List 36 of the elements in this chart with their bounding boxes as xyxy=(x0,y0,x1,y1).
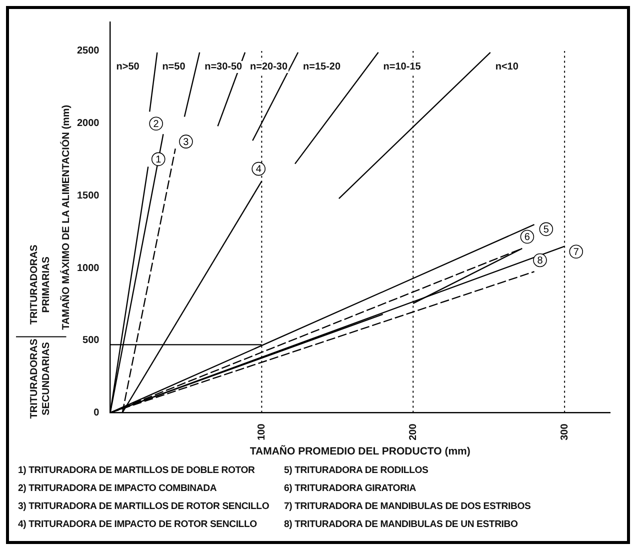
text: 5) TRITURADORA DE RODILLOS xyxy=(284,464,430,478)
text: 8) TRITURADORA DE MANDIBULAS DE UN ESTRIBO xyxy=(284,518,519,532)
series-label: 3 xyxy=(183,136,190,148)
text: 4) TRITURADORA DE IMPACTO DE ROTOR SENCILLO xyxy=(18,518,258,532)
series-label: 7 xyxy=(573,246,580,258)
annotation: n>50 xyxy=(116,62,140,73)
y-tick-label: 1500 xyxy=(76,190,100,202)
y-tick-label: 2500 xyxy=(76,46,100,57)
series-label: 6 xyxy=(524,232,530,244)
annotation: n<10 xyxy=(495,62,519,73)
y-tick-label: 0 xyxy=(94,407,100,418)
text: 7) TRITURADORA DE MANDIBULAS DE DOS ESTRIBOS xyxy=(284,500,532,514)
y-tick-label: 500 xyxy=(82,335,100,346)
series-label: 2 xyxy=(153,118,160,130)
annotation: n=30-50 xyxy=(204,62,243,73)
y-tick-label: 2000 xyxy=(76,118,100,130)
x-axis-title: TAMAÑO PROMEDIO DEL PRODUCTO (mm) xyxy=(250,444,470,458)
y-axis-title: TAMAÑO MÁXIMO DE LA ALIMENTACIÓN (mm) xyxy=(60,104,72,330)
series-label: 8 xyxy=(537,255,544,266)
text: TRITURADORAS SECUNDARIAS xyxy=(28,338,52,419)
x-tick-label: 100 xyxy=(256,423,268,440)
text: 3) TRITURADORA DE MARTILLOS DE ROTOR SENCILLO xyxy=(18,500,270,514)
y-tick-label: 1000 xyxy=(76,262,100,274)
annotation: n=20-30 xyxy=(250,62,288,73)
text: 1) TRITURADORA DE MARTILLOS DE DOBLE ROTOR xyxy=(18,464,256,478)
series-label: 1 xyxy=(156,154,162,166)
annotation: n=50 xyxy=(162,62,186,73)
text: TRITURADORAS PRIMARIAS xyxy=(28,244,52,325)
x-tick-label: 300 xyxy=(559,423,570,440)
annotation: n=10-15 xyxy=(383,62,422,73)
legend-label: 5 xyxy=(543,224,550,236)
series-label: 4 xyxy=(256,164,262,176)
text: 2) TRITURADORA DE IMPACTO COMBINADA xyxy=(18,482,218,496)
annotation: n=15-20 xyxy=(303,62,341,73)
text: 6) TRITURADORA GIRATORIA xyxy=(284,482,417,496)
x-tick-label: 200 xyxy=(408,423,419,440)
